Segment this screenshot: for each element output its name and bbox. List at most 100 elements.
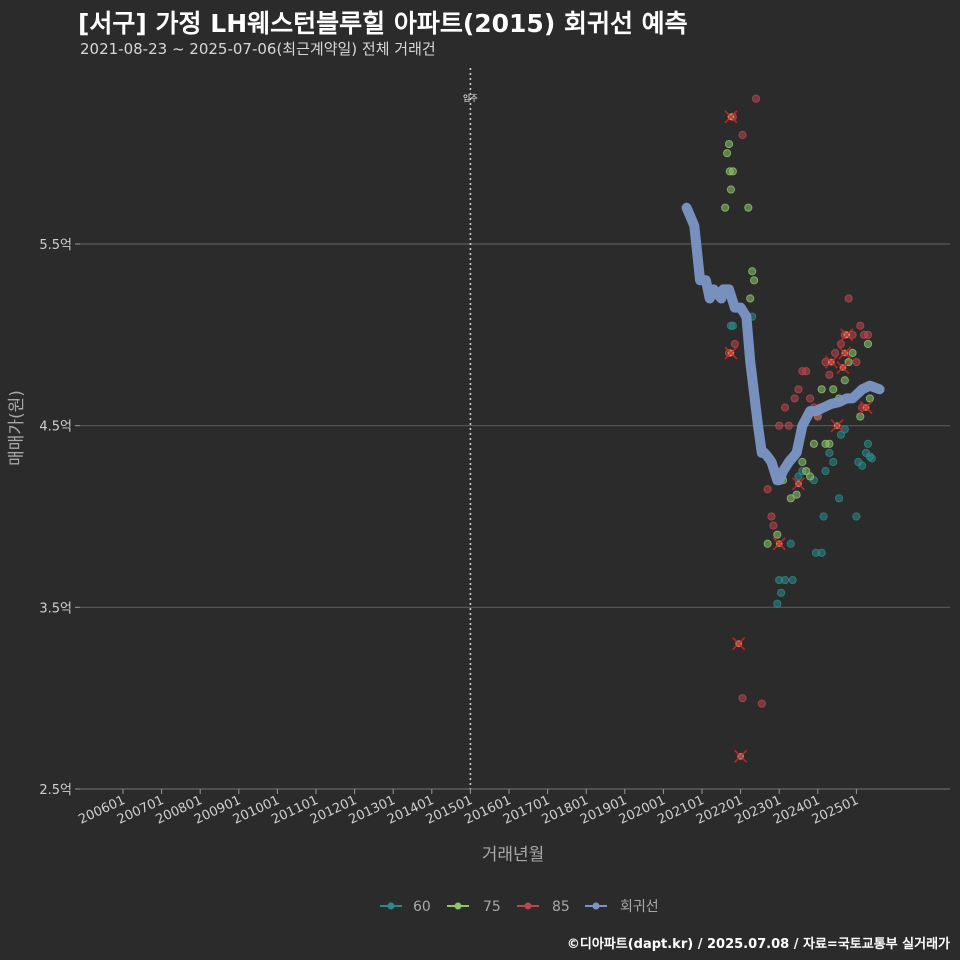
point-85 (757, 699, 766, 708)
point-75 (746, 294, 755, 303)
point-85 (844, 294, 853, 303)
point-60 (852, 512, 861, 521)
point-75 (748, 267, 757, 276)
legend-item: 85 (517, 899, 570, 915)
point-60 (777, 588, 786, 597)
outlier-cross (772, 537, 786, 551)
point-85 (751, 94, 761, 103)
point-75 (809, 439, 819, 448)
point-75 (848, 348, 857, 358)
y-tick-label: 2.5억 (39, 783, 72, 798)
x-axis-label: 거래년월 (482, 845, 545, 865)
point-60 (794, 472, 803, 481)
point-75 (798, 457, 807, 467)
point-75 (863, 339, 873, 349)
outlier-marker (836, 360, 850, 375)
point-85 (831, 348, 840, 358)
point-60 (788, 575, 797, 585)
legend-item: 75 (447, 899, 501, 915)
outlier-cross (791, 477, 806, 491)
footer-credit: ©디아파트(dapt.kr) / 2025.07.08 / 자료=국토교통부 실… (566, 937, 950, 952)
outlier-cross (830, 419, 844, 433)
point-60 (863, 439, 873, 448)
point-75 (728, 167, 737, 176)
outlier-cross (732, 637, 746, 651)
point-60 (728, 321, 737, 330)
outlier-cross (824, 355, 838, 369)
point-85 (730, 339, 739, 349)
point-75 (792, 490, 801, 499)
point-75 (750, 276, 759, 285)
y-tick-label: 5.5억 (39, 238, 72, 253)
point-75 (786, 494, 795, 503)
outlier-marker (724, 110, 738, 124)
legend-key-dot (454, 902, 462, 910)
outlier-marker (772, 537, 786, 551)
outlier-cross (734, 749, 748, 763)
point-60 (786, 539, 795, 548)
outlier-marker (838, 346, 852, 360)
legend-label: 85 (552, 899, 570, 915)
legend-label: 60 (413, 899, 431, 915)
point-60 (858, 461, 867, 470)
point-75 (805, 472, 815, 481)
legend-key-dot (387, 902, 395, 910)
point-85 (825, 370, 834, 379)
point-85 (836, 339, 846, 349)
legend-label: 75 (483, 899, 501, 915)
point-75 (840, 376, 849, 385)
legend-key-dot (524, 902, 532, 910)
outlier-marker (734, 749, 748, 763)
outlier-cross (836, 360, 850, 375)
point-75 (802, 466, 811, 476)
y-tick-label: 3.5억 (39, 601, 72, 616)
point-60 (819, 512, 828, 521)
outlier-marker (859, 400, 873, 415)
outlier-markers (724, 110, 873, 763)
point-60 (780, 575, 790, 585)
legend-key-dot (592, 902, 600, 910)
outlier-cross (724, 346, 738, 360)
point-85 (780, 403, 790, 412)
regression-line (681, 202, 885, 486)
move-in-label: 입주 (463, 94, 478, 103)
point-85 (790, 394, 799, 403)
point-75 (726, 185, 736, 194)
legend-item: 60 (380, 899, 431, 915)
point-85 (738, 694, 747, 703)
outlier-marker (724, 346, 738, 360)
point-75 (722, 149, 732, 158)
point-85 (767, 512, 776, 521)
point-85 (856, 321, 865, 330)
outlier-marker (732, 637, 746, 651)
outlier-marker (791, 477, 806, 491)
point-85 (763, 485, 772, 494)
point-75 (865, 394, 875, 403)
y-tick-label: 4.5억 (39, 420, 72, 435)
point-85 (852, 357, 861, 367)
legend-item: 회귀선 (585, 899, 659, 915)
point-60 (821, 466, 830, 476)
point-75 (817, 385, 826, 394)
outlier-marker (830, 419, 844, 433)
axes: 2.5억3.5억4.5억5.5억200601200701200801200901… (39, 238, 950, 828)
regression-line-group (681, 202, 885, 486)
point-85 (784, 421, 793, 430)
point-75 (825, 439, 834, 448)
point-60 (817, 548, 826, 557)
legend-label: 회귀선 (620, 899, 659, 915)
point-60 (825, 448, 834, 458)
point-85 (805, 394, 815, 403)
point-75 (724, 139, 734, 149)
point-75 (829, 385, 838, 394)
point-85 (775, 421, 784, 430)
outlier-cross (838, 346, 852, 360)
point-85 (769, 521, 778, 530)
point-85 (802, 367, 811, 376)
point-60 (773, 599, 782, 608)
point-75 (763, 539, 772, 548)
outlier-cross (859, 400, 873, 415)
point-85 (738, 130, 747, 140)
move-in-marker: 입주 (463, 68, 478, 789)
